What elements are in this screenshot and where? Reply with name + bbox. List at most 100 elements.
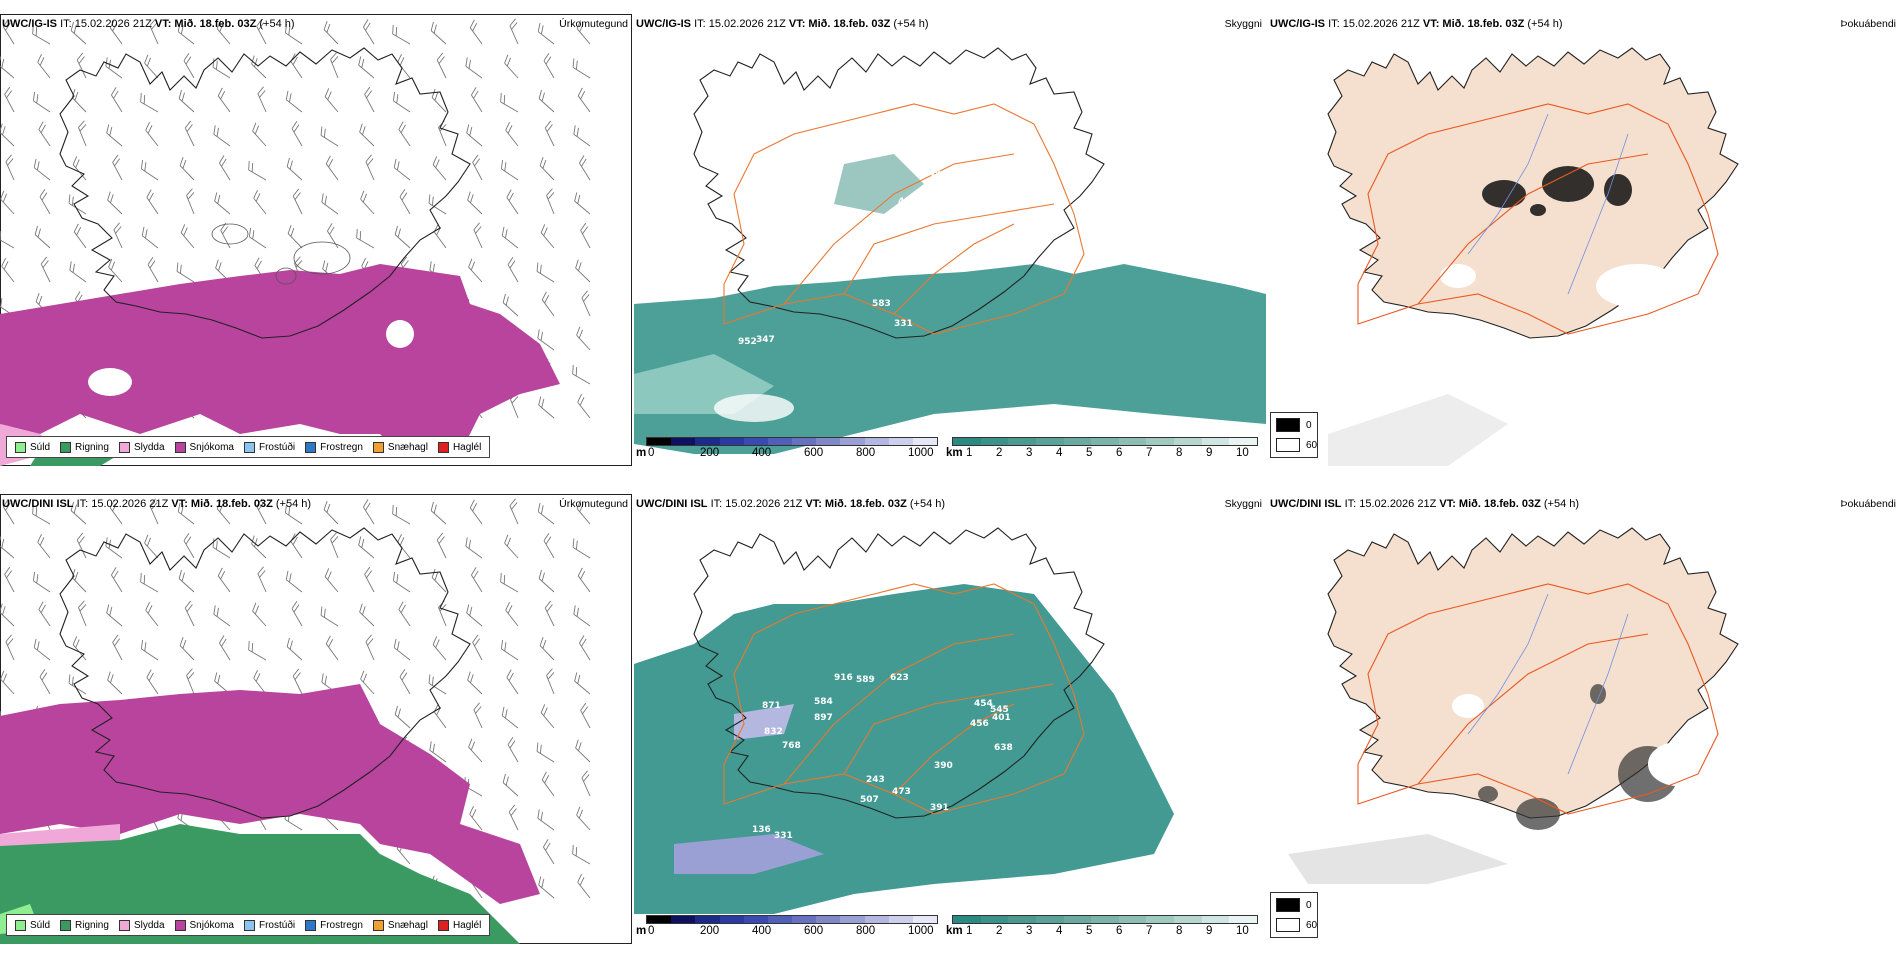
wind-barb [330, 52, 339, 79]
wind-barb [509, 498, 519, 525]
wind-barb [320, 126, 339, 147]
wind-barb [251, 55, 267, 79]
colorbar-tick: 3 [1026, 925, 1033, 937]
model-label: UWC/IG-IS [2, 18, 57, 30]
wind-barb [576, 326, 591, 351]
wind-barb [287, 225, 303, 249]
wind-barb [438, 600, 447, 627]
wind-barb [504, 54, 519, 79]
it-label: IT: 15.02.2026 21Z [76, 498, 169, 510]
wind-barb [538, 569, 555, 593]
wind-barb [71, 569, 87, 593]
visibility-panel-bottom: 288 347 916 589 623 871 584 897 454 545 456 401 832 7… [634, 494, 1266, 959]
wind-barb [290, 53, 303, 79]
wind-barb [577, 393, 591, 419]
wind-barb [106, 604, 123, 627]
fog-legend-swatch [1276, 438, 1300, 452]
wind-barb [507, 736, 519, 763]
wind-barb [501, 226, 519, 249]
wind-barb [466, 604, 483, 627]
lead-label: (+54 h) [259, 18, 295, 30]
wind-barb [467, 671, 483, 695]
wind-barb [507, 256, 519, 283]
wind-barb [109, 19, 123, 45]
lead-label: (+54 h) [1543, 498, 1580, 510]
visibility-panel-top: 583 331 952 347 449 497 UWC/IG-IS IT: 15.02.2… [634, 14, 1266, 479]
wind-barb [178, 569, 195, 593]
visibility-field-light [734, 704, 794, 740]
wind-barb [573, 605, 591, 627]
wind-barb [140, 573, 159, 593]
wind-barb [5, 634, 15, 661]
wind-barb [572, 538, 591, 559]
wind-barb [544, 600, 555, 627]
legend-label: Snjókoma [189, 441, 234, 453]
it-label: IT: 15.02.2026 21Z [710, 498, 803, 510]
fog-legend-label: 0 [1306, 899, 1312, 911]
wind-barb [184, 600, 195, 627]
legend-label: Frostregn [320, 441, 363, 453]
lead-label: (+54 h) [1527, 18, 1563, 30]
wind-barb [358, 56, 375, 79]
legend-item: Slydda [118, 919, 165, 931]
wind-barb [76, 532, 87, 559]
visibility-patch-ne [834, 154, 924, 214]
wind-barb [291, 120, 303, 147]
wind-barb [392, 571, 411, 593]
legend-item: Snæhagl [372, 919, 428, 931]
wind-barb [504, 534, 519, 559]
legend-item: Súld [15, 919, 50, 931]
legend-swatch [60, 919, 72, 931]
wind-barb [32, 505, 51, 525]
wind-barb [0, 536, 15, 559]
colorbar-tick: 800 [856, 925, 876, 937]
wind-barb [176, 262, 195, 283]
wind-barb [580, 222, 591, 249]
wind-barb [502, 293, 519, 317]
panel-header: UWC/IG-IS IT: 15.02.2026 21Z VT: Mið. 18… [1270, 18, 1563, 30]
legend-label: Slydda [133, 919, 165, 931]
wind-barb [248, 161, 267, 181]
wind-barb [145, 601, 159, 627]
wind-barb [365, 154, 375, 181]
height-fill-purple [674, 834, 824, 874]
vt-label: VT: Mið. 18.feb. 03Z [171, 498, 273, 510]
colorbar-tick: 8 [1176, 925, 1183, 937]
wind-barb [536, 262, 555, 283]
wind-barb [286, 637, 303, 661]
wind-barb [579, 635, 591, 661]
wind-barb [541, 771, 555, 797]
height-label: 456 [970, 719, 989, 729]
fog-legend-label: 0 [1306, 419, 1312, 431]
wind-barb [468, 738, 483, 763]
wind-barb [252, 122, 267, 147]
wind-barb [73, 223, 87, 249]
wind-barb [0, 56, 15, 79]
wind-barb [546, 188, 555, 215]
colorbar-tick: 2 [996, 447, 1003, 459]
precip-legend: Súld Rigning Slydda Snjókoma Frostúði Frostre… [6, 914, 491, 936]
wind-barb [500, 93, 519, 113]
wind-barb [392, 25, 411, 45]
colorbar-tick: 200 [700, 925, 720, 937]
panel-header: UWC/DINI ISL IT: 15.02.2026 21Z VT: Mið.… [1270, 498, 1579, 510]
wind-barb [286, 157, 303, 181]
lead-label: (+54 h) [909, 498, 946, 510]
wind-barb [149, 18, 159, 45]
colorbar-tick: 400 [752, 447, 772, 459]
legend-swatch [118, 919, 130, 931]
fog-offshore [1328, 394, 1508, 466]
wind-barb [216, 20, 231, 45]
wind-barb [572, 845, 591, 865]
legend-item: Frostregn [305, 919, 363, 931]
wind-barb [107, 671, 123, 695]
wind-barb [70, 501, 87, 525]
wind-barb [5, 154, 15, 181]
wind-barb [466, 124, 483, 147]
wind-barb [360, 190, 375, 215]
colorbar-tick: 800 [856, 447, 876, 459]
fog-legend-row: 0 [1276, 418, 1312, 432]
wind-barb [320, 606, 339, 627]
